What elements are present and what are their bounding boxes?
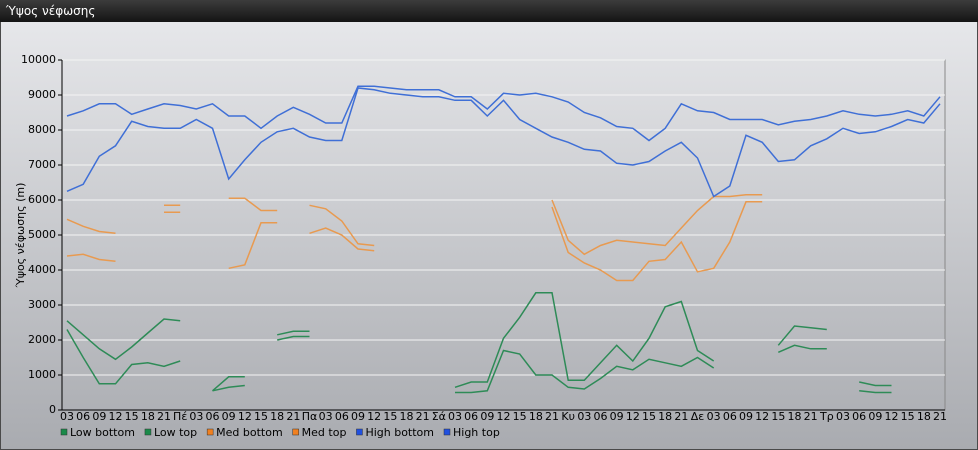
y-tick-label: 9000 [28,88,56,101]
x-tick-label: 12 [367,410,381,423]
x-tick-label: Πέ [173,410,187,423]
legend-label: Med bottom [216,426,283,439]
legend-swatch [443,428,451,436]
x-tick-label: 21 [286,410,300,423]
legend-swatch [356,428,363,436]
x-tick-label: 21 [933,410,947,423]
legend-swatch [144,428,152,436]
legend-label: Med top [302,426,347,439]
x-tick-label: 06 [464,410,478,423]
x-tick-label: 21 [416,410,430,423]
x-tick-label: 12 [755,410,769,423]
x-tick-label: 09 [480,410,494,423]
x-tick-label: 03 [448,410,462,423]
x-tick-label: Κυ [561,410,575,423]
x-tick-label: 06 [723,410,737,423]
x-tick-label: Πα [302,410,318,423]
x-tick-label: 15 [771,410,785,423]
x-tick-label: 21 [804,410,818,423]
y-tick-label: 2000 [28,333,56,346]
x-tick-label: 09 [739,410,753,423]
x-tick-label: 12 [626,410,640,423]
x-tick-label: 03 [319,410,333,423]
chart: 0 1000 2000 3000 4000 5000 6000 7000 8000 9000 100… [1,22,977,449]
x-tick-label: Τρ [819,410,834,423]
y-tick-label: 5000 [28,228,56,241]
x-tick-label: 12 [238,410,252,423]
y-tick-label: 1000 [28,368,56,381]
x-tick-label: 15 [901,410,915,423]
legend-swatch [292,428,299,436]
x-tick-label: 03 [577,410,591,423]
x-tick-label: Δε [691,410,705,423]
series-line [66,292,892,392]
legend-swatch [60,428,68,436]
x-tick-label: 21 [674,410,688,423]
x-tick-label: 18 [529,410,543,423]
x-tick-label: 18 [788,410,802,423]
legend-label: Low bottom [70,426,135,439]
x-tick-label: 18 [658,410,672,423]
x-tick-label: 06 [76,410,90,423]
x-tick-label: 12 [885,410,899,423]
y-tick-label: 0 [49,403,56,416]
x-tick-label: 15 [513,410,527,423]
x-tick-label: 09 [610,410,624,423]
legend-label: High bottom [365,426,434,439]
series-line [66,201,763,282]
y-tick-label: 4000 [28,263,56,276]
x-tick-label: 06 [335,410,349,423]
x-tick-label: 09 [351,410,365,423]
x-tick-label: 06 [206,410,220,423]
x-tick-label: 12 [497,410,511,423]
x-tick-label: 21 [157,410,171,423]
x-tick-label: 18 [917,410,931,423]
x-tick-label: 03 [836,410,850,423]
x-tick-label: 03 [707,410,721,423]
x-tick-label: 18 [141,410,155,423]
x-tick-label: 15 [125,410,139,423]
series-line [66,329,892,394]
x-tick-label: 06 [852,410,866,423]
legend-label: High top [453,426,500,439]
x-tick-label: 03 [60,410,74,423]
x-tick-label: 09 [868,410,882,423]
series-line [66,85,941,142]
x-tick-label: Σά [432,410,446,423]
x-tick-label: 06 [594,410,608,423]
y-tick-label: 6000 [28,193,56,206]
x-tick-label: 15 [383,410,397,423]
series-line [66,87,941,198]
x-tick-label: 09 [92,410,106,423]
x-tick-label: 12 [109,410,123,423]
x-tick-label: 18 [270,410,284,423]
x-tick-label: 18 [400,410,414,423]
legend-swatch [206,428,214,436]
y-tick-label: 7000 [28,158,56,171]
series-line [66,194,763,256]
x-tick-label: 15 [642,410,656,423]
x-tick-label: 09 [222,410,236,423]
x-tick-label: 21 [545,410,559,423]
x-tick-label: 15 [254,410,268,423]
x-tick-label: 03 [189,410,203,423]
y-tick-label: 3000 [28,298,56,311]
legend-label: Low top [154,426,197,439]
y-tick-label: 10000 [21,53,56,66]
y-tick-label: 8000 [28,123,56,136]
y-axis-label: Ύψος νέφωσης (m) [14,183,27,289]
title-bar: Ύψος νέφωσης [0,0,978,22]
